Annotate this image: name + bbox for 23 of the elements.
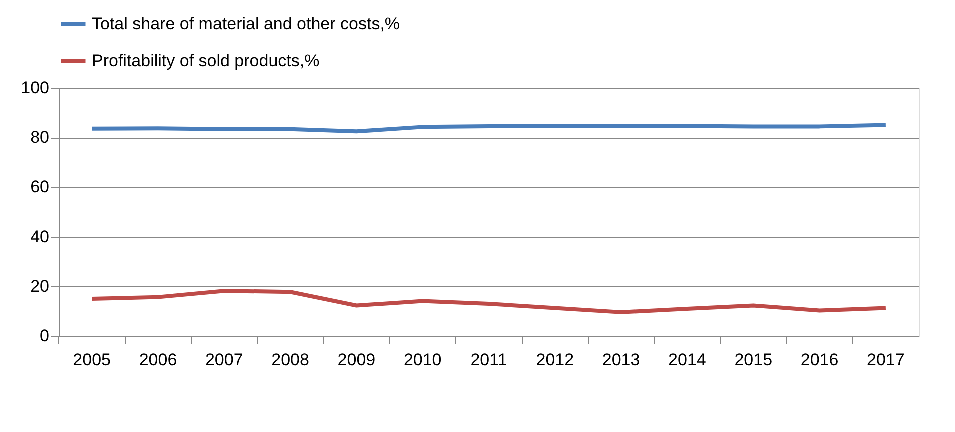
x-tick-label: 2014	[668, 350, 706, 370]
x-tick-label: 2013	[602, 350, 640, 370]
x-tick-label: 2016	[800, 350, 839, 370]
legend-label: Total share of material and other costs,%	[92, 14, 400, 34]
x-tick-label: 2015	[734, 350, 773, 370]
x-tick-label: 2012	[536, 350, 574, 370]
y-tick-label: 20	[30, 276, 50, 296]
y-tick-label: 80	[30, 128, 50, 148]
line-series	[90, 289, 888, 314]
x-tick-label: 2009	[338, 350, 376, 370]
y-tick-label: 100	[21, 78, 50, 98]
y-tick-label: 60	[30, 178, 50, 197]
y-tick-label: 0	[40, 326, 50, 346]
x-tick-label: 2005	[73, 350, 111, 370]
x-tick-label: 2007	[205, 350, 244, 370]
x-tick-label: 2006	[139, 350, 178, 370]
x-tick-label: 2011	[470, 350, 508, 370]
legend-label: Profitability of sold products,%	[92, 52, 320, 70]
line-series	[90, 123, 888, 134]
x-tick-label: 2017	[867, 350, 905, 370]
x-tick-label: 2008	[272, 350, 310, 370]
y-tick-label: 40	[30, 227, 50, 246]
x-tick-label: 2010	[404, 350, 442, 370]
